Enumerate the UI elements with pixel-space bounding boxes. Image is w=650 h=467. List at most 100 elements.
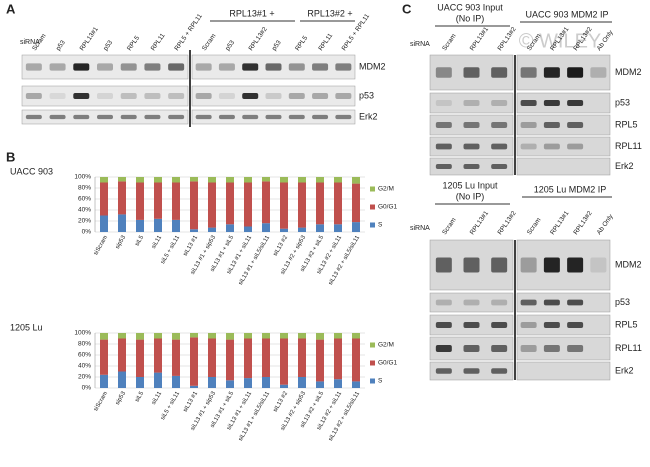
blot-band [435, 122, 452, 128]
legend-swatch [370, 378, 375, 384]
legend-swatch [370, 204, 375, 210]
blot-strip [516, 292, 611, 313]
blot-band [491, 322, 508, 328]
blot-band [168, 114, 185, 120]
blot-band [543, 100, 560, 106]
lane-label: RPL13#1 [79, 26, 101, 53]
blot-band [265, 63, 282, 71]
y-tick-label: 60% [78, 352, 91, 359]
lane-label: Scram [526, 217, 543, 236]
blot-band [567, 100, 584, 106]
bar-segment [298, 377, 306, 388]
bar-segment [280, 333, 288, 339]
y-tick-label: 20% [78, 374, 91, 381]
blot-band [491, 143, 508, 150]
bar-segment [154, 182, 162, 219]
blot-band [49, 93, 66, 99]
row-label: RPL5 [615, 119, 638, 129]
legend-swatch [370, 186, 375, 192]
legend-label: G0/G1 [378, 360, 398, 367]
blot-band [144, 63, 161, 71]
bar-segment [244, 177, 252, 183]
y-tick-label: 40% [78, 363, 91, 370]
y-tick-label: 100% [74, 174, 91, 181]
panel-label: C [402, 1, 412, 16]
bar-segment [154, 177, 162, 183]
bar-segment [316, 182, 324, 225]
bar-segment [136, 182, 144, 220]
bar-segment [298, 227, 306, 232]
x-tick-label: siL11 [151, 390, 163, 406]
lane-label: RPL13#1 [469, 210, 491, 237]
bar-segment [298, 333, 306, 339]
y-tick-label: 0% [82, 385, 92, 392]
blot-strip [516, 157, 611, 176]
bar-segment [172, 182, 180, 220]
bar-segment [316, 381, 324, 388]
row-label: RPL5 [615, 319, 638, 329]
lane-label: RPL5 + RPL11 [341, 13, 372, 53]
panel-label: B [6, 149, 15, 164]
blot-band [435, 299, 452, 306]
bar-segment [352, 381, 360, 388]
blot-band [567, 67, 584, 78]
bar-segment [226, 339, 234, 381]
lane-label: p53 [271, 39, 283, 52]
blot-strip [429, 292, 514, 313]
blot-band [543, 143, 560, 150]
blot-band [435, 345, 452, 352]
x-tick-label: siL13 #2 [273, 390, 290, 413]
blot-band [335, 63, 352, 71]
bar-segment [100, 182, 108, 216]
bar-segment [118, 371, 126, 388]
blot-band [168, 63, 185, 71]
blot-band [195, 93, 212, 99]
blot-band [120, 63, 137, 71]
bar-segment [172, 333, 180, 340]
legend-label: G2/M [378, 342, 394, 349]
bar-segment [118, 338, 126, 372]
blot-strip [516, 114, 611, 136]
y-tick-label: 0% [82, 229, 92, 236]
bar-segment [262, 333, 270, 339]
bar-segment [154, 218, 162, 232]
blot-band [543, 299, 560, 306]
blot-band [520, 299, 537, 306]
blot-band [567, 345, 584, 352]
bar-segment [352, 333, 360, 339]
row-label: p53 [615, 97, 630, 107]
blot-band [491, 163, 508, 170]
bar-segment [226, 182, 234, 225]
blot-band [218, 93, 235, 99]
blot-band [491, 100, 508, 106]
bar-segment [316, 333, 324, 340]
bar-segment [352, 222, 360, 232]
legend-label: G0/G1 [378, 204, 398, 211]
bar-segment [298, 338, 306, 377]
blot-band [435, 67, 452, 78]
blot-band [463, 100, 480, 106]
row-label: MDM2 [615, 67, 642, 77]
bar-segment [334, 224, 342, 232]
lane-label: p53 [55, 39, 67, 52]
bar-segment [118, 214, 126, 232]
legend-label: G2/M [378, 186, 394, 193]
bar-segment [172, 375, 180, 388]
bar-segment [100, 177, 108, 183]
blot-band [567, 257, 584, 273]
lane-label: p53 [102, 39, 114, 52]
bar-segment [226, 333, 234, 340]
bar-segment [352, 177, 360, 184]
bar-segment [226, 224, 234, 232]
bar-segment [172, 219, 180, 232]
bar-segment [190, 333, 198, 338]
panel-label: A [6, 1, 16, 16]
bar-segment [208, 182, 216, 228]
lane-label: Scram [201, 33, 218, 52]
blot-band [335, 114, 352, 120]
x-tick-label: siL13 #1 [183, 234, 200, 257]
bar-segment [334, 379, 342, 388]
bar-segment [262, 377, 270, 388]
blot-band [520, 322, 537, 328]
